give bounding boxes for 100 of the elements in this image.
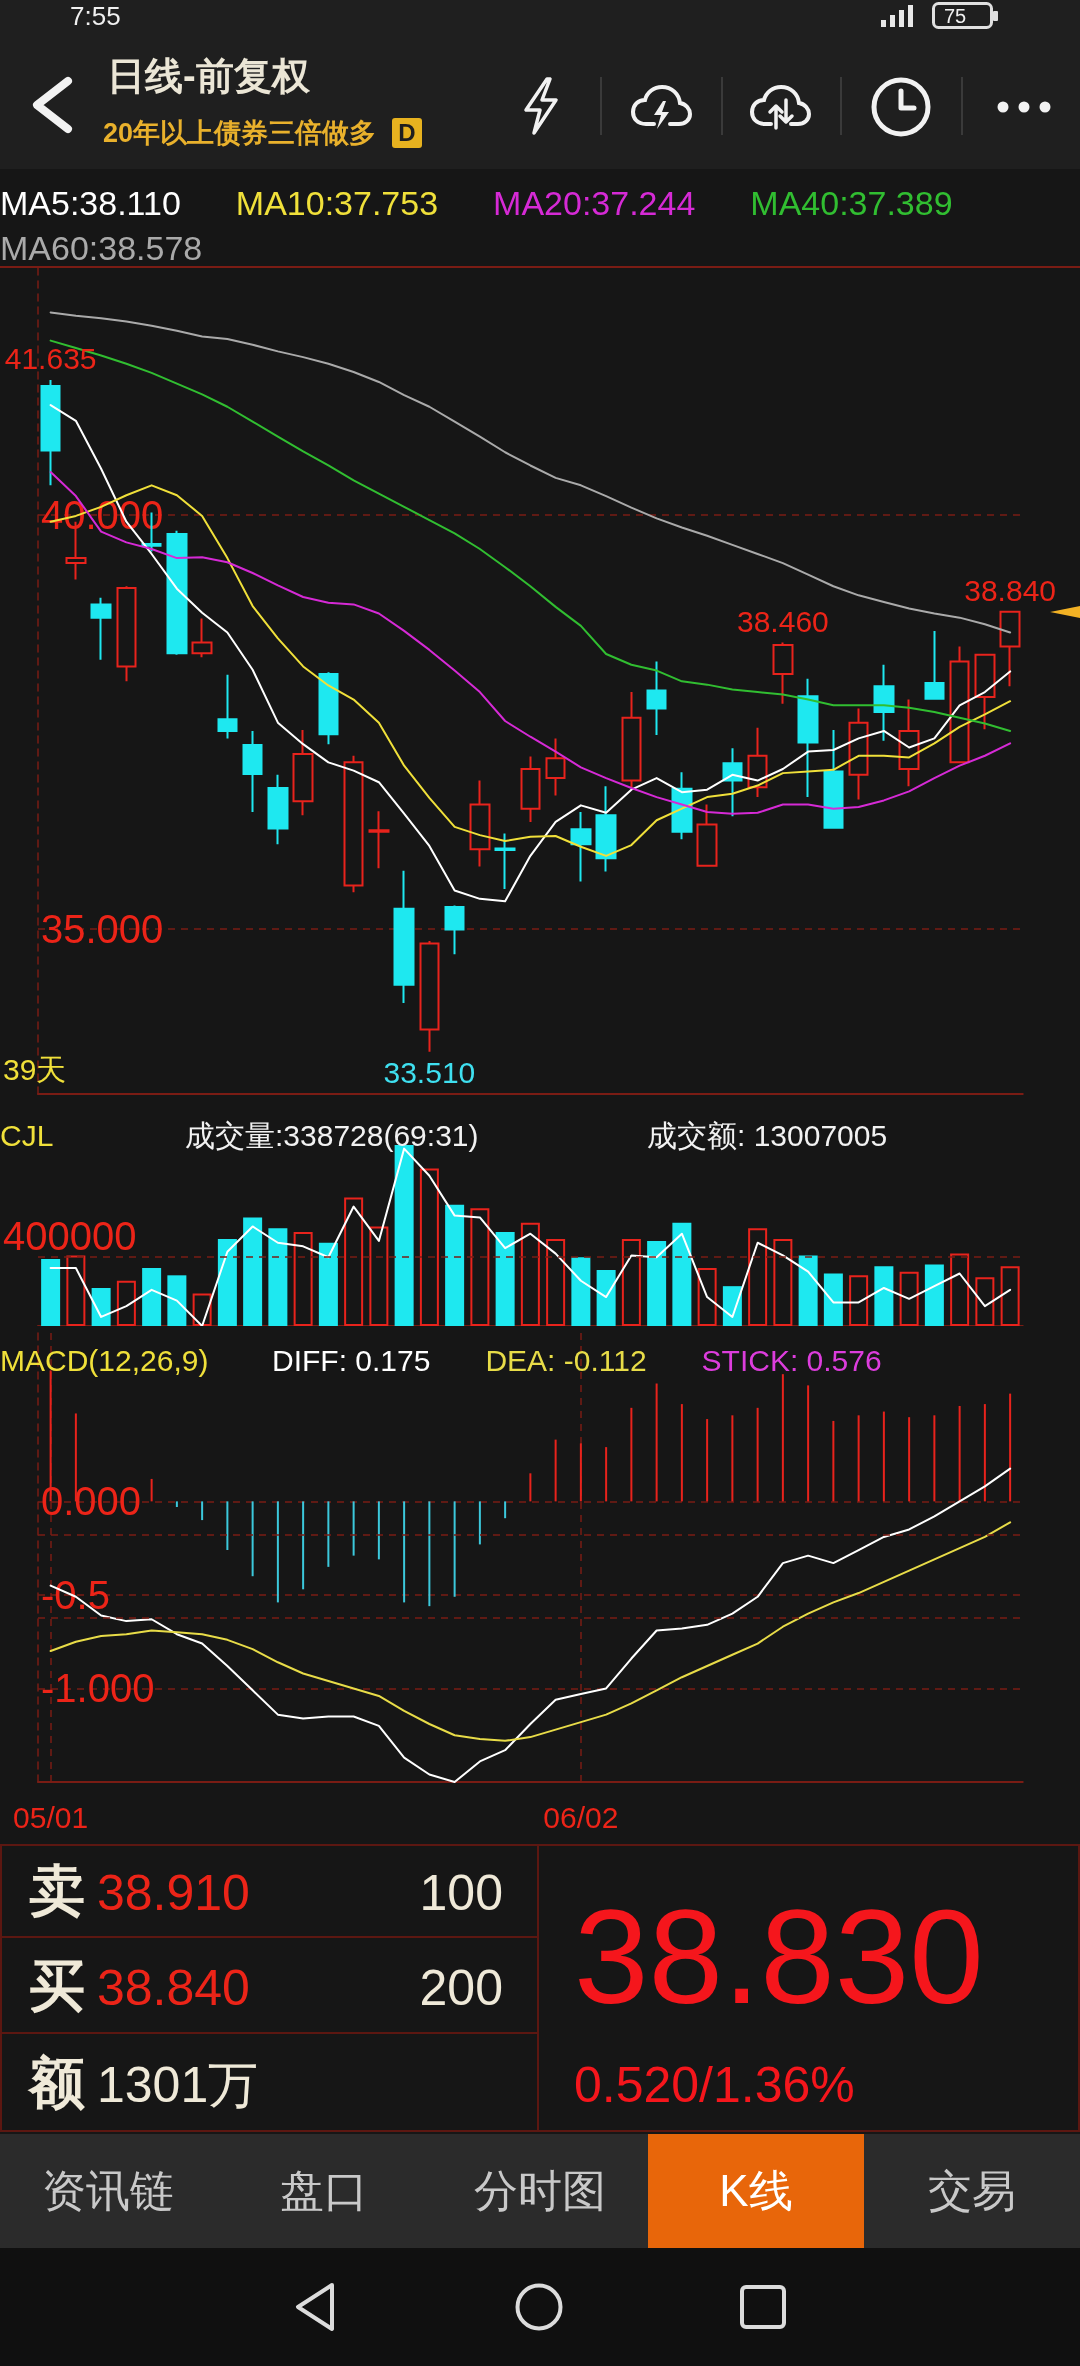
text: MA40:37.389 <box>750 184 953 222</box>
bar <box>596 1269 616 1326</box>
candlestick <box>267 773 289 846</box>
annotation: 38.460 <box>736 604 829 638</box>
bar <box>571 1257 591 1326</box>
bar <box>546 1239 566 1326</box>
bar <box>529 1473 532 1502</box>
candlestick <box>722 747 743 818</box>
bar <box>924 1264 944 1326</box>
bar <box>908 1417 911 1502</box>
bar <box>302 1501 305 1590</box>
bar <box>832 1420 835 1502</box>
candlestick <box>444 904 465 956</box>
bar <box>201 1501 204 1521</box>
bar <box>167 1275 187 1326</box>
candlestick <box>393 869 415 1005</box>
text: 100 <box>419 1865 503 1921</box>
chart-title: CJL <box>0 1118 54 1152</box>
bar <box>756 1407 759 1502</box>
candlestick <box>772 641 794 705</box>
candlestick <box>545 737 566 797</box>
candlestick <box>873 663 895 742</box>
candlestick <box>419 940 440 1053</box>
candlestick <box>90 596 112 661</box>
bar <box>369 1226 389 1326</box>
x-tick-label: 05/01 <box>13 1800 89 1834</box>
bar <box>1000 1266 1020 1326</box>
bar <box>950 1253 970 1326</box>
bar <box>226 1501 229 1551</box>
bar <box>520 1222 540 1326</box>
bar <box>453 1501 456 1597</box>
bar <box>933 1415 936 1502</box>
candlestick <box>166 529 188 656</box>
text: 交易 <box>928 2166 1016 2215</box>
bar <box>807 1385 810 1502</box>
bar <box>731 1415 734 1502</box>
bar <box>882 1411 885 1502</box>
text: 买 <box>29 1954 85 2017</box>
bar <box>478 1501 481 1545</box>
text: 额 <box>29 2051 85 2114</box>
text: K线 <box>719 2166 793 2215</box>
bar <box>327 1501 330 1567</box>
candlestick <box>646 660 667 737</box>
bar <box>857 1415 860 1502</box>
y-tick-label: -1.000 <box>41 1666 155 1711</box>
bar <box>470 1208 490 1326</box>
bar <box>874 1266 894 1326</box>
bar <box>116 1280 136 1326</box>
text: DIFF: 0.175 <box>272 1343 431 1377</box>
text: 分时图 <box>474 2166 606 2215</box>
bar <box>268 1228 288 1326</box>
candlestick <box>116 585 137 683</box>
bar <box>621 1239 641 1326</box>
bar <box>554 1439 557 1502</box>
bar <box>680 1404 683 1502</box>
bar <box>748 1228 768 1326</box>
text: DEA: -0.112 <box>485 1343 647 1377</box>
annotation: 400000 <box>3 1214 137 1259</box>
candlestick <box>318 671 339 746</box>
bar <box>377 1501 380 1560</box>
series-label: MA60:38.578 <box>0 229 203 267</box>
text: 75 <box>944 5 967 27</box>
text: MA5:38.110 <box>0 184 181 222</box>
chart-title: MACD(12,26,9) <box>0 1343 209 1377</box>
candlestick <box>949 645 970 765</box>
bar <box>217 1239 237 1326</box>
bar <box>605 1447 608 1502</box>
candlestick <box>494 832 516 890</box>
bar <box>175 1501 178 1507</box>
bar <box>630 1407 633 1502</box>
candlestick <box>40 378 61 487</box>
bar <box>504 1501 507 1519</box>
candlestick <box>898 698 920 788</box>
candlestick <box>242 729 263 813</box>
bar <box>706 1419 709 1502</box>
bar <box>150 1478 153 1502</box>
bar <box>697 1268 717 1326</box>
annotation: 成交量:338728(69:31) <box>185 1118 479 1152</box>
text: MA10:37.753 <box>235 184 439 222</box>
candlestick <box>595 785 617 873</box>
bar <box>773 1239 793 1326</box>
bar <box>445 1204 465 1326</box>
bar <box>647 1240 667 1326</box>
text: D <box>392 118 422 148</box>
annotation: 33.510 <box>383 1056 476 1090</box>
bar <box>419 1168 439 1326</box>
candlestick <box>999 610 1021 688</box>
bar <box>975 1277 995 1326</box>
text: 38.830 <box>574 1882 984 2031</box>
candlestick <box>974 653 996 731</box>
bar <box>192 1293 212 1326</box>
candlestick <box>823 729 844 830</box>
y-tick-label: 0.000 <box>41 1479 142 1524</box>
y-tick-label: 35.000 <box>41 906 164 951</box>
bar <box>823 1273 843 1326</box>
bar <box>352 1501 355 1556</box>
bar <box>1009 1393 1012 1502</box>
text: 资讯链 <box>42 2166 174 2215</box>
annotation: 38.840 <box>964 573 1057 607</box>
bar <box>495 1231 515 1326</box>
